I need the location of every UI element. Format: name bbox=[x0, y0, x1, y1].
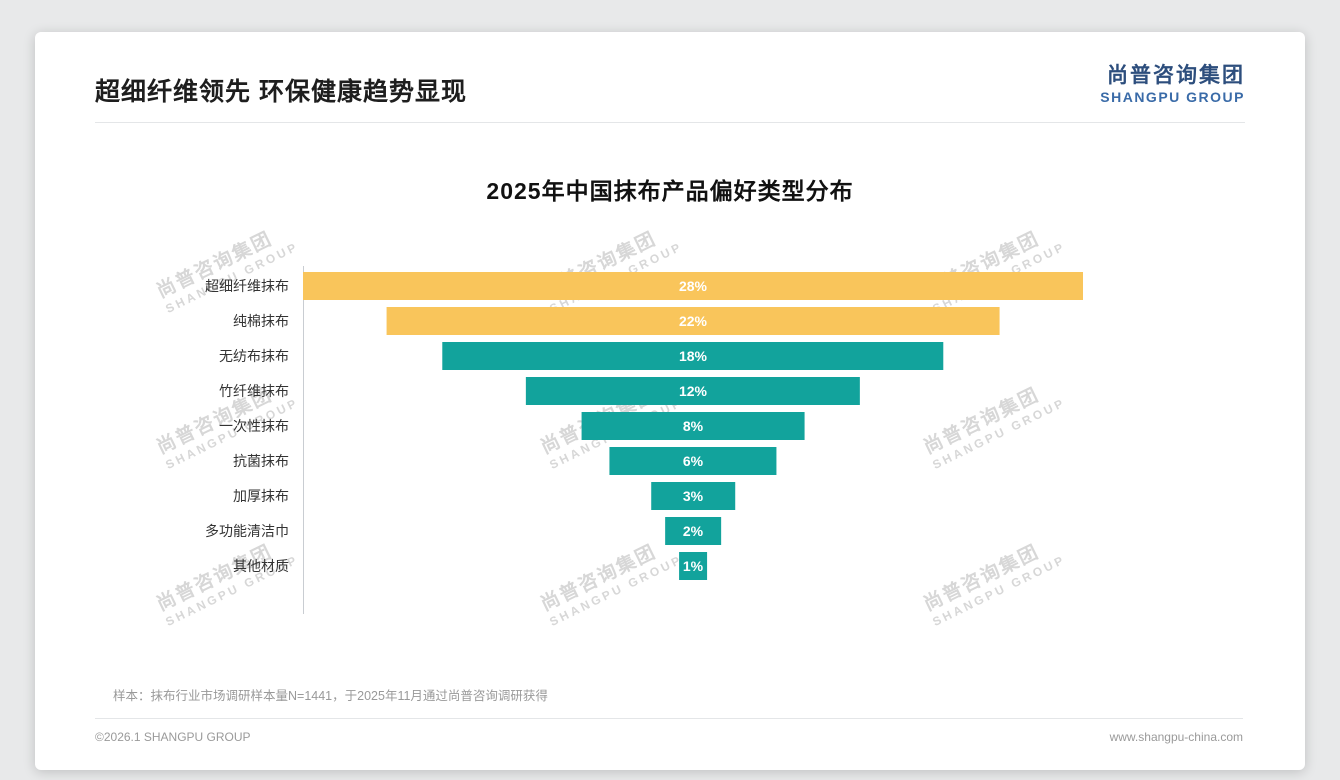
bar: 2% bbox=[665, 517, 721, 545]
website-text: www.shangpu-china.com bbox=[1109, 730, 1243, 744]
y-axis-line bbox=[303, 266, 304, 614]
category-label: 纯棉抹布 bbox=[233, 313, 289, 329]
sample-note: 样本：抹布行业市场调研样本量N=1441，于2025年11月通过尚普咨询调研获得 bbox=[113, 689, 548, 703]
bar: 18% bbox=[442, 342, 944, 370]
bar: 1% bbox=[679, 552, 707, 580]
page-title: 超细纤维领先 环保健康趋势显现 bbox=[95, 78, 467, 106]
chart-row: 竹纤维抹布 12% bbox=[95, 377, 1083, 405]
footer-bar: ©2026.1 SHANGPU GROUP www.shangpu-china.… bbox=[95, 718, 1243, 744]
bar-value-label: 3% bbox=[682, 488, 704, 504]
company-logo: 尚普咨询集团 SHANGPU GROUP bbox=[1100, 64, 1245, 105]
category-label: 其他材质 bbox=[233, 558, 289, 574]
category-label: 多功能清洁巾 bbox=[205, 523, 289, 539]
chart-row: 无纺布抹布 18% bbox=[95, 342, 1083, 370]
bar-value-label: 6% bbox=[682, 453, 704, 469]
chart-row: 多功能清洁巾 2% bbox=[95, 517, 1083, 545]
slide-header: 超细纤维领先 环保健康趋势显现 尚普咨询集团 SHANGPU GROUP bbox=[95, 62, 1245, 123]
bar-track: 1% bbox=[303, 552, 1083, 580]
category-label: 超细纤维抹布 bbox=[205, 278, 289, 294]
slide-card: 超细纤维领先 环保健康趋势显现 尚普咨询集团 SHANGPU GROUP 202… bbox=[35, 32, 1305, 770]
copyright-text: ©2026.1 SHANGPU GROUP bbox=[95, 730, 251, 744]
logo-en-text: SHANGPU GROUP bbox=[1100, 88, 1245, 105]
bar-value-label: 2% bbox=[682, 523, 704, 539]
bar-value-label: 22% bbox=[678, 313, 708, 329]
funnel-bar-chart: 超细纤维抹布 28% 纯棉抹布 22% 无纺布抹布 18% 竹纤维抹布 12% 一次性抹布 8% 抗… bbox=[95, 266, 1083, 614]
bar-track: 3% bbox=[303, 482, 1083, 510]
chart-row: 超细纤维抹布 28% bbox=[95, 272, 1083, 300]
chart-row: 抗菌抹布 6% bbox=[95, 447, 1083, 475]
bar: 3% bbox=[651, 482, 735, 510]
chart-rows: 超细纤维抹布 28% 纯棉抹布 22% 无纺布抹布 18% 竹纤维抹布 12% 一次性抹布 8% 抗… bbox=[95, 266, 1083, 614]
bar: 28% bbox=[303, 272, 1083, 300]
chart-row: 其他材质 1% bbox=[95, 552, 1083, 580]
category-label: 加厚抹布 bbox=[233, 488, 289, 504]
bar-track: 2% bbox=[303, 517, 1083, 545]
bar-track: 22% bbox=[303, 307, 1083, 335]
bar: 22% bbox=[386, 307, 1000, 335]
bar-track: 12% bbox=[303, 377, 1083, 405]
chart-row: 一次性抹布 8% bbox=[95, 412, 1083, 440]
category-label: 一次性抹布 bbox=[219, 418, 289, 434]
bar-value-label: 1% bbox=[682, 558, 704, 574]
bar-track: 6% bbox=[303, 447, 1083, 475]
bar-track: 18% bbox=[303, 342, 1083, 370]
bar-value-label: 18% bbox=[678, 348, 708, 364]
bar-value-label: 12% bbox=[678, 383, 708, 399]
chart-row: 纯棉抹布 22% bbox=[95, 307, 1083, 335]
bar-value-label: 8% bbox=[682, 418, 704, 434]
category-label: 竹纤维抹布 bbox=[219, 383, 289, 399]
bar: 12% bbox=[525, 377, 861, 405]
chart-title: 2025年中国抹布产品偏好类型分布 bbox=[486, 178, 854, 204]
bar-value-label: 28% bbox=[678, 278, 708, 294]
bar-track: 8% bbox=[303, 412, 1083, 440]
bar: 6% bbox=[609, 447, 777, 475]
chart-row: 加厚抹布 3% bbox=[95, 482, 1083, 510]
bar-track: 28% bbox=[303, 272, 1083, 300]
bar: 8% bbox=[581, 412, 805, 440]
category-label: 抗菌抹布 bbox=[233, 453, 289, 469]
category-label: 无纺布抹布 bbox=[219, 348, 289, 364]
logo-cn-text: 尚普咨询集团 bbox=[1107, 64, 1245, 87]
